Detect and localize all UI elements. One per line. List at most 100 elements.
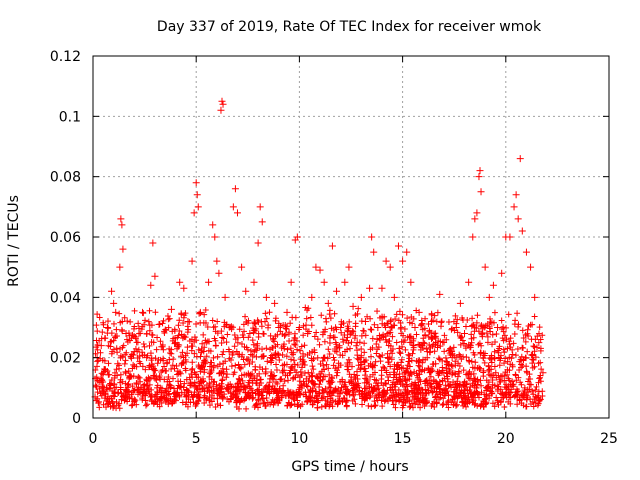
density-mark [120, 392, 127, 399]
density-mark [408, 380, 415, 387]
density-mark [170, 356, 177, 363]
density-mark [206, 402, 213, 409]
density-mark [237, 380, 244, 387]
density-mark [515, 323, 522, 330]
density-mark [309, 363, 316, 370]
data-point [229, 203, 237, 211]
density-mark [128, 355, 135, 362]
density-mark [179, 349, 186, 356]
density-mark [214, 318, 221, 325]
density-mark [210, 354, 217, 361]
density-mark [140, 310, 147, 317]
density-mark [164, 359, 171, 366]
density-mark [353, 342, 360, 349]
density-mark [539, 392, 546, 399]
density-mark [186, 374, 193, 381]
density-mark [484, 333, 491, 340]
density-mark [392, 315, 399, 322]
density-mark [194, 386, 201, 393]
density-mark [180, 319, 187, 326]
density-mark [429, 335, 436, 342]
density-mark [209, 317, 216, 324]
density-mark [474, 312, 481, 319]
density-mark [101, 357, 108, 364]
density-mark [373, 350, 380, 357]
density-mark [254, 387, 261, 394]
density-mark [152, 399, 159, 406]
density-mark [340, 338, 347, 345]
density-mark [154, 388, 161, 395]
density-mark [123, 386, 130, 393]
density-mark [177, 353, 184, 360]
density-mark [506, 341, 513, 348]
density-mark [408, 371, 415, 378]
density-mark [108, 350, 115, 357]
density-mark [535, 379, 542, 386]
data-point [147, 281, 155, 289]
density-mark [247, 385, 254, 392]
density-mark [214, 353, 221, 360]
density-mark [452, 312, 459, 319]
density-mark [111, 369, 118, 376]
density-mark [348, 380, 355, 387]
density-mark [417, 404, 424, 411]
density-mark [507, 389, 514, 396]
density-mark [526, 371, 533, 378]
density-mark [355, 362, 362, 369]
density-mark [152, 391, 159, 398]
density-mark [493, 394, 500, 401]
density-mark [219, 365, 226, 372]
density-mark [348, 339, 355, 346]
density-mark [448, 325, 455, 332]
data-point [382, 257, 390, 265]
density-mark [169, 375, 176, 382]
density-mark [267, 346, 274, 353]
density-mark [260, 352, 267, 359]
density-mark [329, 390, 336, 397]
density-mark [441, 392, 448, 399]
density-mark [195, 362, 202, 369]
density-mark [373, 341, 380, 348]
density-mark [358, 345, 365, 352]
density-mark [161, 363, 168, 370]
density-mark [311, 333, 318, 340]
density-mark [319, 331, 326, 338]
density-mark [499, 391, 506, 398]
density-mark [329, 403, 336, 410]
density-mark [529, 351, 536, 358]
data-point [126, 372, 134, 380]
density-mark [151, 365, 158, 372]
data-point [194, 203, 202, 211]
density-mark [534, 344, 541, 351]
density-mark [532, 386, 539, 393]
density-mark [454, 382, 461, 389]
density-mark [468, 331, 475, 338]
density-mark [353, 383, 360, 390]
data-point [370, 248, 378, 256]
density-mark [537, 372, 544, 379]
y-tick-label: 0.06 [50, 230, 81, 246]
density-mark [219, 351, 226, 358]
density-mark [499, 335, 506, 342]
density-mark [198, 363, 205, 370]
density-mark [497, 390, 504, 397]
data-point [324, 299, 332, 307]
density-mark [298, 364, 305, 371]
density-mark [517, 356, 524, 363]
density-mark [509, 351, 516, 358]
density-mark [380, 382, 387, 389]
density-mark [253, 353, 260, 360]
density-mark [219, 334, 226, 341]
density-mark [531, 396, 538, 403]
density-mark [308, 322, 315, 329]
density-mark [361, 365, 368, 372]
density-mark [414, 374, 421, 381]
density-mark [195, 374, 202, 381]
density-mark [360, 328, 367, 335]
density-mark [216, 391, 223, 398]
density-mark [152, 309, 159, 316]
density-mark [327, 332, 334, 339]
density-mark [295, 388, 302, 395]
density-mark [252, 346, 259, 353]
density-mark [479, 329, 486, 336]
